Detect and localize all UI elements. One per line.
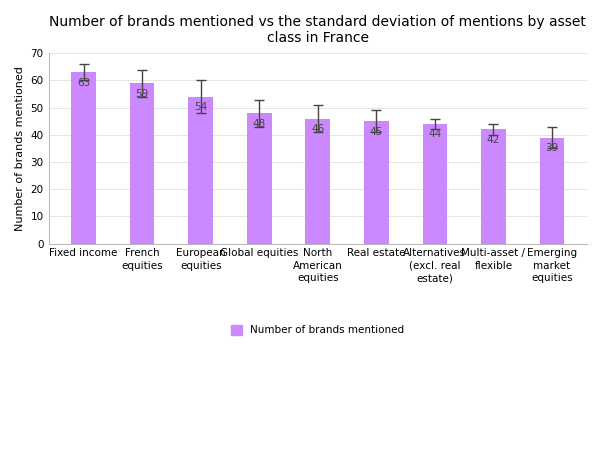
Text: 46: 46 <box>311 124 324 134</box>
Legend: Number of brands mentioned: Number of brands mentioned <box>227 321 408 340</box>
Bar <box>481 130 506 243</box>
Bar <box>188 97 213 243</box>
Text: 54: 54 <box>194 102 207 112</box>
Text: 48: 48 <box>253 118 266 129</box>
Bar <box>305 118 330 243</box>
Bar <box>247 113 272 243</box>
Bar <box>72 72 96 243</box>
Bar <box>364 121 388 243</box>
Title: Number of brands mentioned vs the standard deviation of mentions by asset
class : Number of brands mentioned vs the standa… <box>49 15 586 45</box>
Text: 42: 42 <box>487 135 500 145</box>
Text: 63: 63 <box>77 78 90 88</box>
Text: 59: 59 <box>135 89 149 99</box>
Y-axis label: Number of brands mentioned: Number of brands mentioned <box>15 66 25 231</box>
Bar <box>423 124 447 243</box>
Text: 45: 45 <box>370 127 383 137</box>
Bar <box>130 83 155 243</box>
Text: 44: 44 <box>428 130 441 140</box>
Bar <box>539 138 564 243</box>
Text: 39: 39 <box>545 143 559 153</box>
